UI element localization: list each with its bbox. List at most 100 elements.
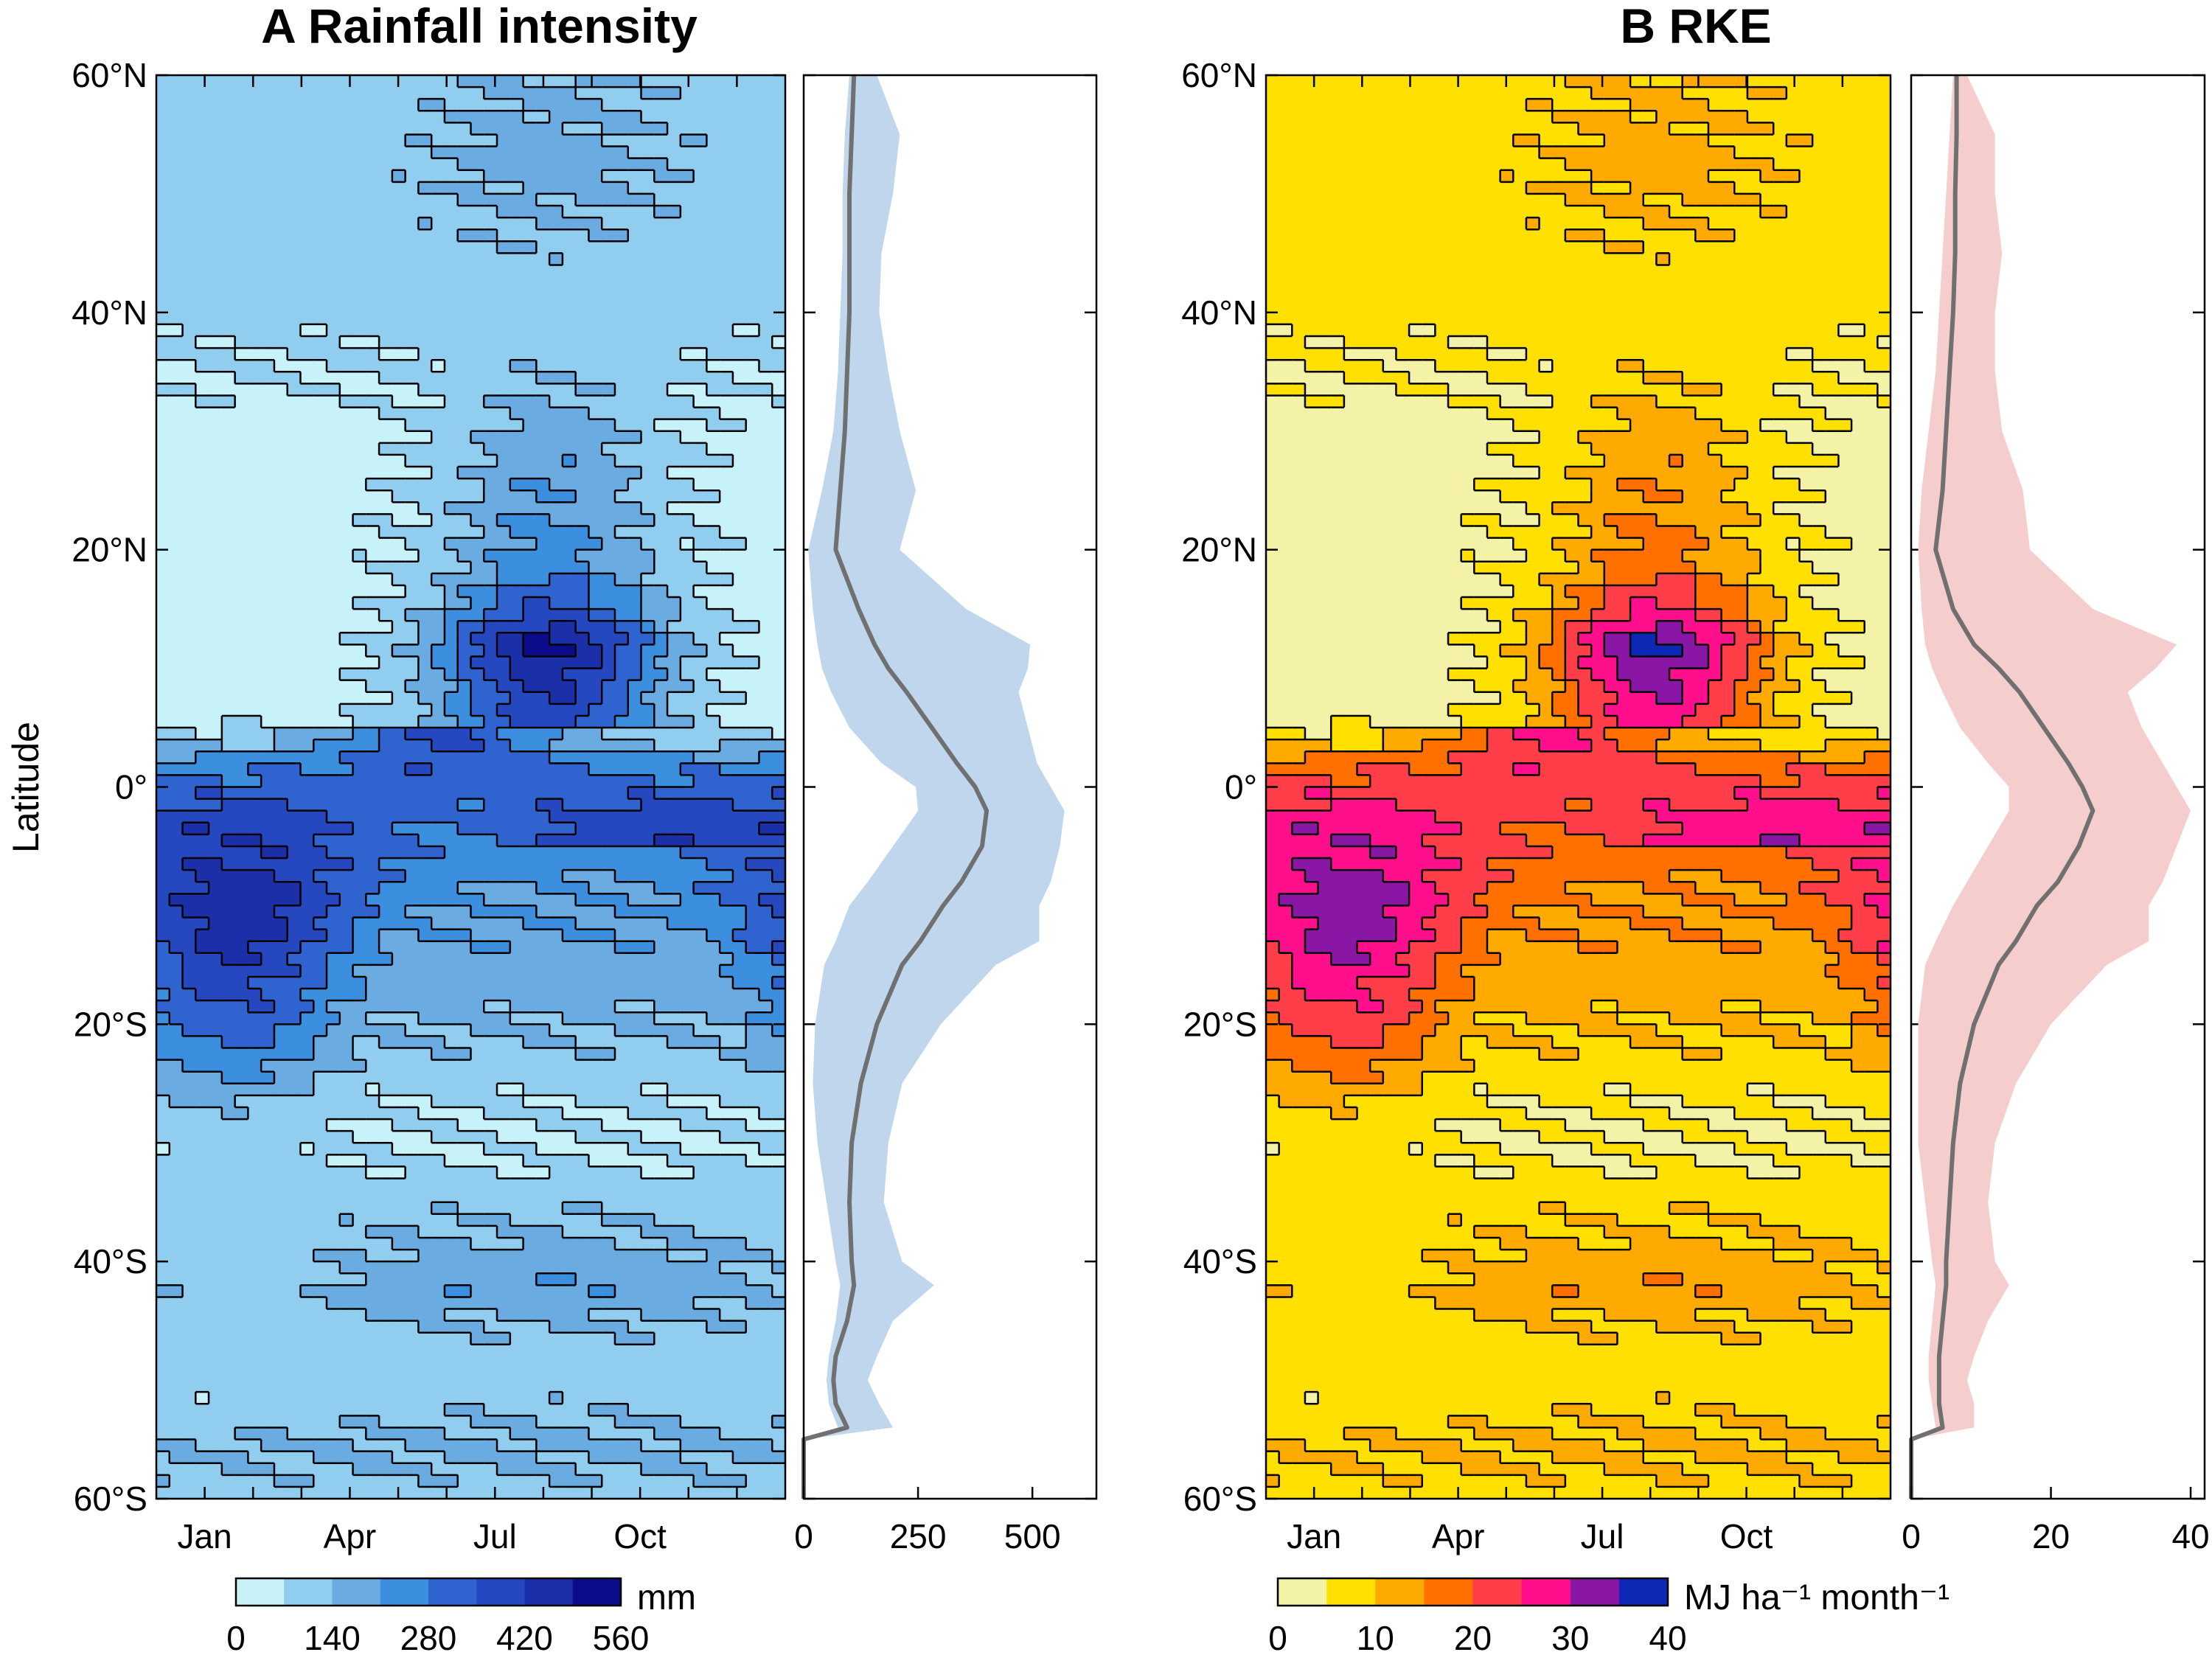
heatmap-cell [772,656,786,669]
heatmap-cell [523,87,537,100]
heatmap-cell [575,1083,590,1096]
heatmap-cell [379,217,393,230]
heatmap-cell [484,276,498,290]
heatmap-cell [627,691,642,705]
heatmap-cell [444,372,459,384]
heatmap-cell [274,964,288,978]
heatmap-cell [405,834,420,847]
heatmap-cell [627,265,642,278]
heatmap-cell [209,703,223,717]
heatmap-cell [392,656,406,669]
heatmap-cell [588,1143,602,1155]
heatmap-cell [182,253,196,266]
heatmap-cell [720,691,734,705]
heatmap-cell [339,609,354,621]
heatmap-cell [248,633,262,645]
heatmap-cell [261,407,275,420]
heatmap-cell [156,87,170,100]
heatmap-cell [654,1166,668,1180]
heatmap-cell [667,763,681,776]
heatmap-cell [261,467,275,479]
heatmap-cell [274,431,288,444]
heatmap-cell [602,822,616,835]
heatmap-cell [392,1213,406,1227]
heatmap-cell [509,1131,524,1143]
heatmap-cell [195,763,209,776]
heatmap-cell [300,893,314,907]
heatmap-cell [627,1202,642,1215]
heatmap-cell [772,1190,786,1203]
heatmap-cell [444,751,459,764]
heatmap-cell [405,775,420,788]
heatmap-cell [209,490,223,503]
heatmap-cell [627,1000,642,1013]
heatmap-cell [444,395,459,408]
heatmap-cell [418,585,432,598]
heatmap-cell [418,1190,432,1203]
heatmap-cell [209,288,223,302]
heatmap-cell [497,146,511,159]
heatmap-cell [287,348,302,360]
heatmap-cell [366,490,380,503]
heatmap-cell [509,229,524,242]
heatmap-cell [457,609,472,621]
heatmap-cell [549,1143,563,1155]
heatmap-cell [772,976,786,989]
heatmap-cell [366,514,380,527]
heatmap-cell [209,882,223,894]
heatmap-cell [169,99,184,111]
heatmap-cell [549,621,563,633]
heatmap-cell [732,1131,747,1143]
heatmap-cell [720,751,734,764]
heatmap-cell [300,324,314,337]
heatmap-cell [195,87,209,100]
heatmap-cell [209,1202,223,1215]
heatmap-cell [300,739,314,752]
heatmap-cell [497,1225,511,1238]
heatmap-cell [654,1154,668,1168]
heatmap-cell [392,134,406,147]
heatmap-cell [405,1225,420,1238]
heatmap-cell [536,1048,550,1061]
heatmap-cell [720,633,734,645]
heatmap-cell [234,526,248,539]
heatmap-cell [641,336,655,349]
heatmap-cell [156,336,170,349]
heatmap-cell [182,360,196,372]
heatmap-cell [720,1083,734,1096]
heatmap-cell [169,253,184,266]
heatmap-cell [379,703,393,717]
heatmap-cell [379,99,393,111]
heatmap-cell [431,1024,445,1037]
heatmap-cell [667,312,681,325]
heatmap-cell [182,87,196,100]
heatmap-cell [720,882,734,894]
heatmap-cell [575,1059,590,1073]
heatmap-cell [772,1083,786,1096]
heatmap-cell [732,680,747,693]
heatmap-cell [509,300,524,313]
heatmap-cell [772,798,786,812]
heatmap-cell [327,454,341,467]
heatmap-cell [431,656,445,669]
heatmap-cell [627,609,642,621]
heatmap-cell [759,668,773,681]
heatmap-cell [720,893,734,907]
heatmap-cell [313,561,327,574]
heatmap-cell [352,929,366,942]
heatmap-cell [221,372,236,384]
heatmap-cell [602,621,616,633]
heatmap-cell [549,1000,563,1013]
heatmap-cell [431,324,445,337]
heatmap-cell [588,253,602,266]
heatmap-cell [745,1083,760,1096]
heatmap-cell [523,514,537,527]
heatmap-cell [772,1012,786,1025]
heatmap-cell [300,1095,314,1108]
heatmap-cell [562,1202,577,1215]
heatmap-cell [654,870,668,882]
heatmap-cell [614,691,629,705]
heatmap-cell [457,549,472,562]
heatmap-cell [720,1154,734,1168]
heatmap-cell [602,846,616,859]
